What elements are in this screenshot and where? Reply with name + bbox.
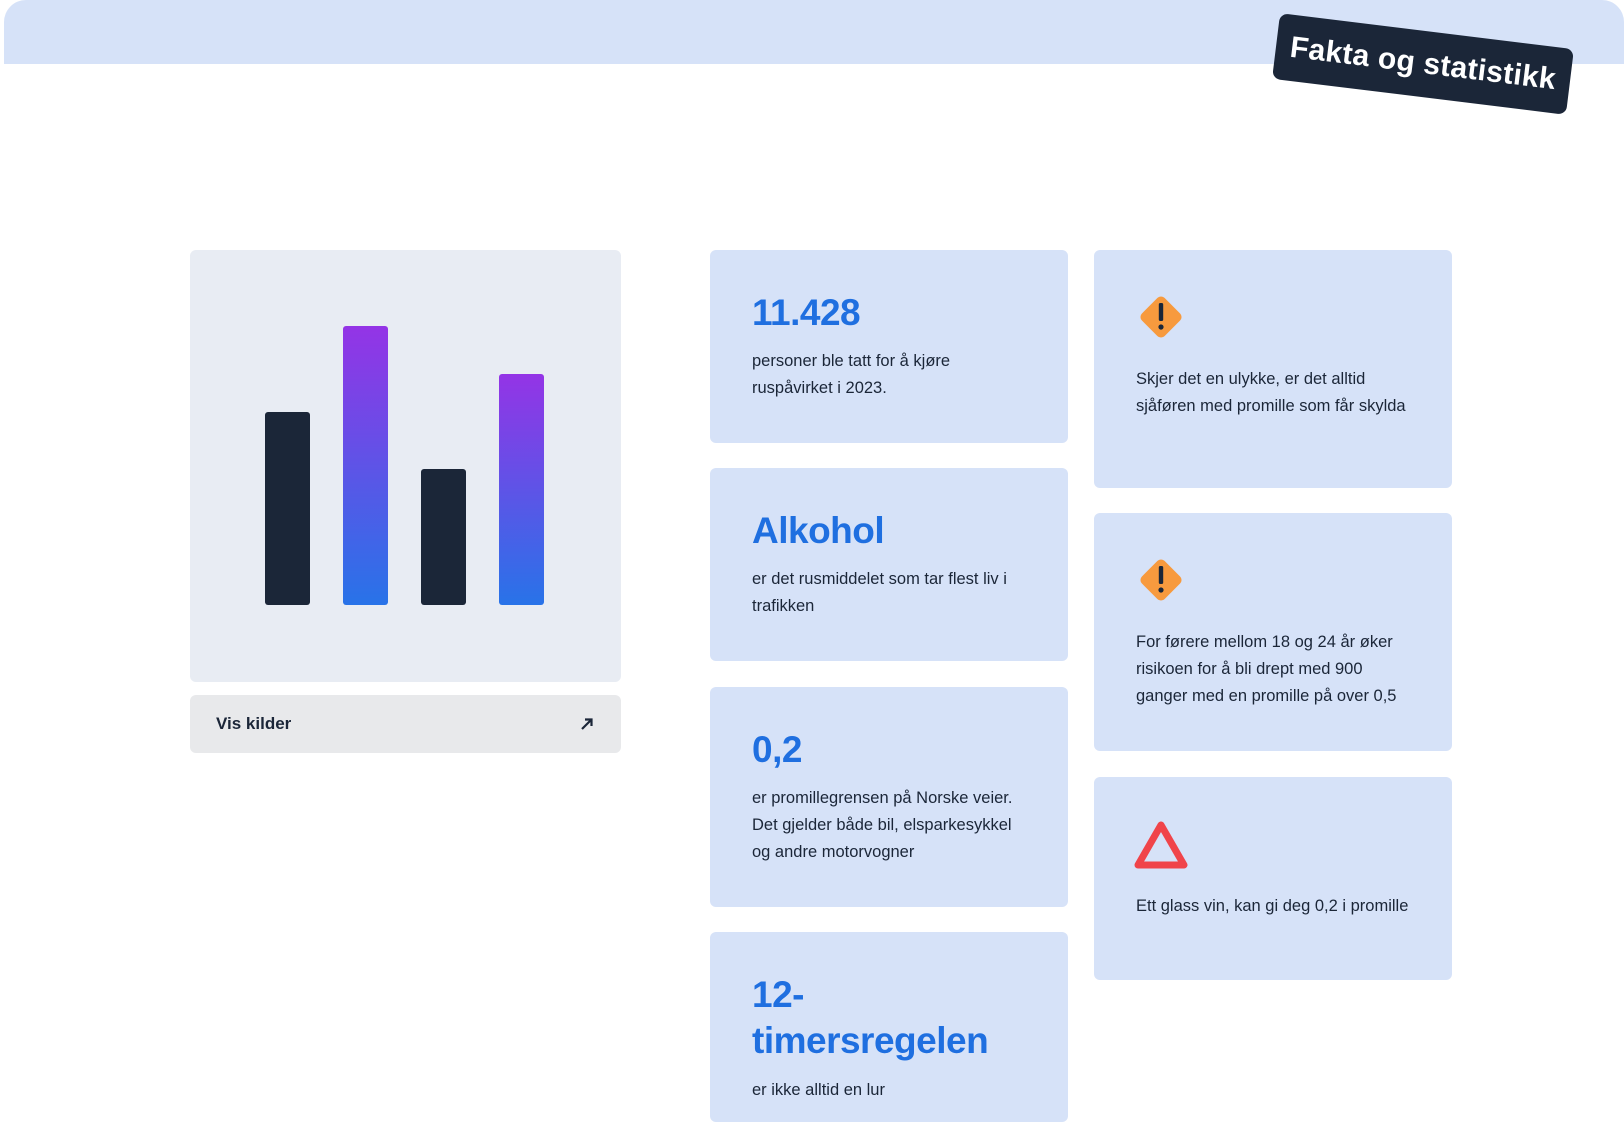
illustration-bar [343,326,388,605]
warning-text: For førere mellom 18 og 24 år øker risik… [1136,633,1397,705]
fact-headline: Alkohol [752,510,885,551]
sources-button[interactable]: Vis kilder [190,695,621,753]
warning-card: For førere mellom 18 og 24 år øker risik… [1094,513,1452,751]
fact-text: er ikke alltid en lur [752,1080,885,1099]
warning-triangle-icon [1134,821,1188,869]
warning-text: Ett glass vin, kan gi deg 0,2 i promille [1136,897,1409,915]
illustration-bar [265,412,310,605]
illustration-bar [421,469,466,605]
fact-text: er promillegrensen på Norske veier. Det … [752,789,1013,862]
fact-headline: 11.428 [752,292,861,333]
illustration-panel [190,250,621,682]
fact-card: Alkohol er det rusmiddelet som tar flest… [710,468,1068,661]
warning-text: Skjer det en ulykke, er det alltid sjåfø… [1136,370,1406,415]
fact-card: 0,2 er promillegrensen på Norske veier. … [710,687,1068,907]
illustration-bar [499,374,544,605]
bar-illustration [265,326,544,605]
fact-card: 12-timersregelen er ikke alltid en lur [710,932,1068,1122]
fact-card: 11.428 personer ble tatt for å kjøre rus… [710,250,1068,443]
warning-diamond-icon [1140,559,1182,601]
fact-text: er det rusmiddelet som tar flest liv i t… [752,570,1007,616]
fact-headline: 0,2 [752,729,802,770]
sources-button-label: Vis kilder [216,714,292,733]
external-arrow-icon [581,718,593,730]
fact-text: personer ble tatt for å kjøre ruspåvirke… [752,352,951,398]
warning-card: Skjer det en ulykke, er det alltid sjåfø… [1094,250,1452,488]
warning-card: Ett glass vin, kan gi deg 0,2 i promille [1094,777,1452,980]
fact-headline: 12-timersregelen [752,974,989,1062]
warning-diamond-icon [1140,296,1182,338]
